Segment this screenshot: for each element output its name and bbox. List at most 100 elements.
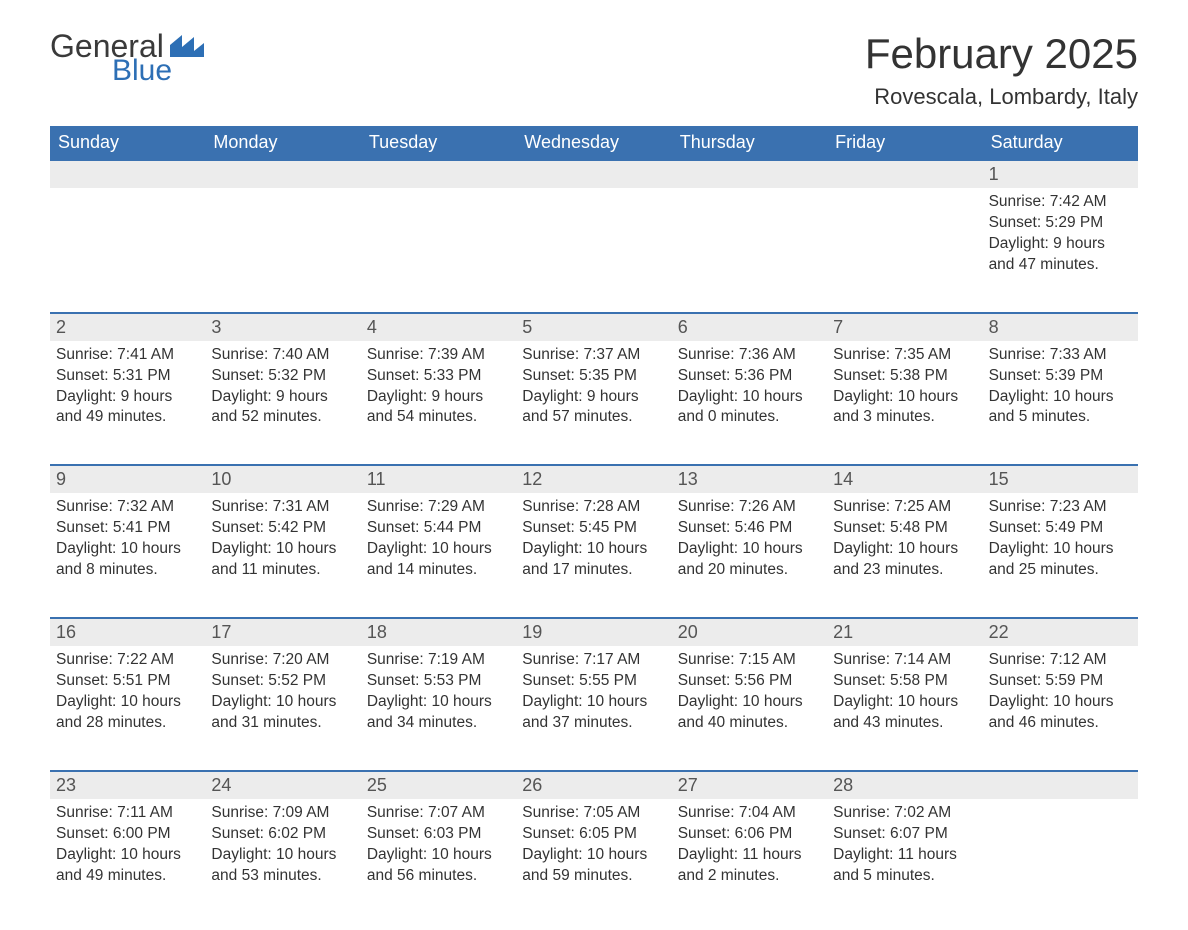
day-details: Sunrise: 7:11 AMSunset: 6:00 PMDaylight:… — [50, 799, 205, 891]
day-daylight1: Daylight: 10 hours — [989, 387, 1132, 408]
day-details: Sunrise: 7:23 AMSunset: 5:49 PMDaylight:… — [983, 493, 1138, 585]
calendar-day: 7Sunrise: 7:35 AMSunset: 5:38 PMDaylight… — [827, 314, 982, 433]
day-sunrise: Sunrise: 7:22 AM — [56, 650, 199, 671]
day-sunrise: Sunrise: 7:33 AM — [989, 345, 1132, 366]
dow-saturday: Saturday — [983, 126, 1138, 161]
day-daylight1: Daylight: 10 hours — [678, 539, 821, 560]
day-number: 8 — [983, 314, 1138, 341]
calendar-day: 25Sunrise: 7:07 AMSunset: 6:03 PMDayligh… — [361, 772, 516, 891]
calendar-day: 17Sunrise: 7:20 AMSunset: 5:52 PMDayligh… — [205, 619, 360, 738]
calendar-week: 2Sunrise: 7:41 AMSunset: 5:31 PMDaylight… — [50, 312, 1138, 433]
day-number: 24 — [205, 772, 360, 799]
day-daylight1: Daylight: 10 hours — [678, 387, 821, 408]
day-sunset: Sunset: 6:06 PM — [678, 824, 821, 845]
day-daylight1: Daylight: 10 hours — [211, 845, 354, 866]
day-number: 10 — [205, 466, 360, 493]
day-sunrise: Sunrise: 7:17 AM — [522, 650, 665, 671]
calendar-day: 23Sunrise: 7:11 AMSunset: 6:00 PMDayligh… — [50, 772, 205, 891]
day-sunset: Sunset: 5:55 PM — [522, 671, 665, 692]
day-daylight2: and 49 minutes. — [56, 866, 199, 887]
day-daylight1: Daylight: 10 hours — [989, 539, 1132, 560]
day-sunset: Sunset: 6:02 PM — [211, 824, 354, 845]
day-sunrise: Sunrise: 7:05 AM — [522, 803, 665, 824]
day-sunset: Sunset: 5:32 PM — [211, 366, 354, 387]
calendar-day: 1Sunrise: 7:42 AMSunset: 5:29 PMDaylight… — [983, 161, 1138, 280]
day-daylight2: and 3 minutes. — [833, 407, 976, 428]
calendar-week: 16Sunrise: 7:22 AMSunset: 5:51 PMDayligh… — [50, 617, 1138, 738]
day-sunset: Sunset: 5:59 PM — [989, 671, 1132, 692]
day-daylight2: and 53 minutes. — [211, 866, 354, 887]
day-sunrise: Sunrise: 7:31 AM — [211, 497, 354, 518]
month-title: February 2025 — [865, 30, 1138, 78]
day-details: Sunrise: 7:35 AMSunset: 5:38 PMDaylight:… — [827, 341, 982, 433]
day-details: Sunrise: 7:14 AMSunset: 5:58 PMDaylight:… — [827, 646, 982, 738]
day-sunrise: Sunrise: 7:26 AM — [678, 497, 821, 518]
calendar-day: 12Sunrise: 7:28 AMSunset: 5:45 PMDayligh… — [516, 466, 671, 585]
weeks-container: 1Sunrise: 7:42 AMSunset: 5:29 PMDaylight… — [50, 161, 1138, 890]
day-daylight2: and 8 minutes. — [56, 560, 199, 581]
day-sunset: Sunset: 5:33 PM — [367, 366, 510, 387]
day-sunrise: Sunrise: 7:25 AM — [833, 497, 976, 518]
dow-sunday: Sunday — [50, 126, 205, 161]
day-sunset: Sunset: 5:45 PM — [522, 518, 665, 539]
day-daylight1: Daylight: 9 hours — [367, 387, 510, 408]
day-daylight2: and 59 minutes. — [522, 866, 665, 887]
day-daylight1: Daylight: 10 hours — [833, 387, 976, 408]
day-number — [50, 161, 205, 188]
day-daylight2: and 52 minutes. — [211, 407, 354, 428]
day-sunset: Sunset: 6:03 PM — [367, 824, 510, 845]
day-sunset: Sunset: 5:36 PM — [678, 366, 821, 387]
day-sunrise: Sunrise: 7:37 AM — [522, 345, 665, 366]
day-sunset: Sunset: 5:42 PM — [211, 518, 354, 539]
day-daylight2: and 14 minutes. — [367, 560, 510, 581]
dow-monday: Monday — [205, 126, 360, 161]
calendar-day: 9Sunrise: 7:32 AMSunset: 5:41 PMDaylight… — [50, 466, 205, 585]
dow-friday: Friday — [827, 126, 982, 161]
day-daylight2: and 54 minutes. — [367, 407, 510, 428]
day-sunset: Sunset: 5:31 PM — [56, 366, 199, 387]
calendar-day — [983, 772, 1138, 891]
day-daylight1: Daylight: 10 hours — [678, 692, 821, 713]
day-daylight1: Daylight: 10 hours — [56, 845, 199, 866]
day-sunset: Sunset: 5:35 PM — [522, 366, 665, 387]
calendar-day: 14Sunrise: 7:25 AMSunset: 5:48 PMDayligh… — [827, 466, 982, 585]
calendar-day: 22Sunrise: 7:12 AMSunset: 5:59 PMDayligh… — [983, 619, 1138, 738]
day-number: 16 — [50, 619, 205, 646]
day-details: Sunrise: 7:07 AMSunset: 6:03 PMDaylight:… — [361, 799, 516, 891]
day-sunset: Sunset: 5:44 PM — [367, 518, 510, 539]
day-of-week-header: Sunday Monday Tuesday Wednesday Thursday… — [50, 126, 1138, 161]
calendar-day: 24Sunrise: 7:09 AMSunset: 6:02 PMDayligh… — [205, 772, 360, 891]
day-number: 15 — [983, 466, 1138, 493]
day-sunset: Sunset: 5:56 PM — [678, 671, 821, 692]
day-sunset: Sunset: 6:07 PM — [833, 824, 976, 845]
calendar-day: 21Sunrise: 7:14 AMSunset: 5:58 PMDayligh… — [827, 619, 982, 738]
dow-wednesday: Wednesday — [516, 126, 671, 161]
day-sunset: Sunset: 5:48 PM — [833, 518, 976, 539]
day-number: 22 — [983, 619, 1138, 646]
day-sunrise: Sunrise: 7:02 AM — [833, 803, 976, 824]
day-details: Sunrise: 7:04 AMSunset: 6:06 PMDaylight:… — [672, 799, 827, 891]
day-daylight2: and 25 minutes. — [989, 560, 1132, 581]
day-daylight2: and 40 minutes. — [678, 713, 821, 734]
day-daylight2: and 5 minutes. — [833, 866, 976, 887]
day-details: Sunrise: 7:29 AMSunset: 5:44 PMDaylight:… — [361, 493, 516, 585]
day-daylight1: Daylight: 10 hours — [367, 539, 510, 560]
title-block: February 2025 Rovescala, Lombardy, Italy — [865, 30, 1138, 110]
day-daylight1: Daylight: 10 hours — [522, 539, 665, 560]
day-daylight1: Daylight: 9 hours — [989, 234, 1132, 255]
day-sunrise: Sunrise: 7:14 AM — [833, 650, 976, 671]
day-number — [983, 772, 1138, 799]
day-daylight1: Daylight: 10 hours — [56, 692, 199, 713]
day-details: Sunrise: 7:32 AMSunset: 5:41 PMDaylight:… — [50, 493, 205, 585]
calendar-day: 4Sunrise: 7:39 AMSunset: 5:33 PMDaylight… — [361, 314, 516, 433]
calendar-day: 2Sunrise: 7:41 AMSunset: 5:31 PMDaylight… — [50, 314, 205, 433]
calendar-day: 20Sunrise: 7:15 AMSunset: 5:56 PMDayligh… — [672, 619, 827, 738]
day-sunrise: Sunrise: 7:11 AM — [56, 803, 199, 824]
day-daylight2: and 2 minutes. — [678, 866, 821, 887]
day-sunrise: Sunrise: 7:29 AM — [367, 497, 510, 518]
day-details: Sunrise: 7:05 AMSunset: 6:05 PMDaylight:… — [516, 799, 671, 891]
calendar-week: 9Sunrise: 7:32 AMSunset: 5:41 PMDaylight… — [50, 464, 1138, 585]
day-details: Sunrise: 7:15 AMSunset: 5:56 PMDaylight:… — [672, 646, 827, 738]
day-daylight1: Daylight: 10 hours — [833, 692, 976, 713]
day-details: Sunrise: 7:09 AMSunset: 6:02 PMDaylight:… — [205, 799, 360, 891]
